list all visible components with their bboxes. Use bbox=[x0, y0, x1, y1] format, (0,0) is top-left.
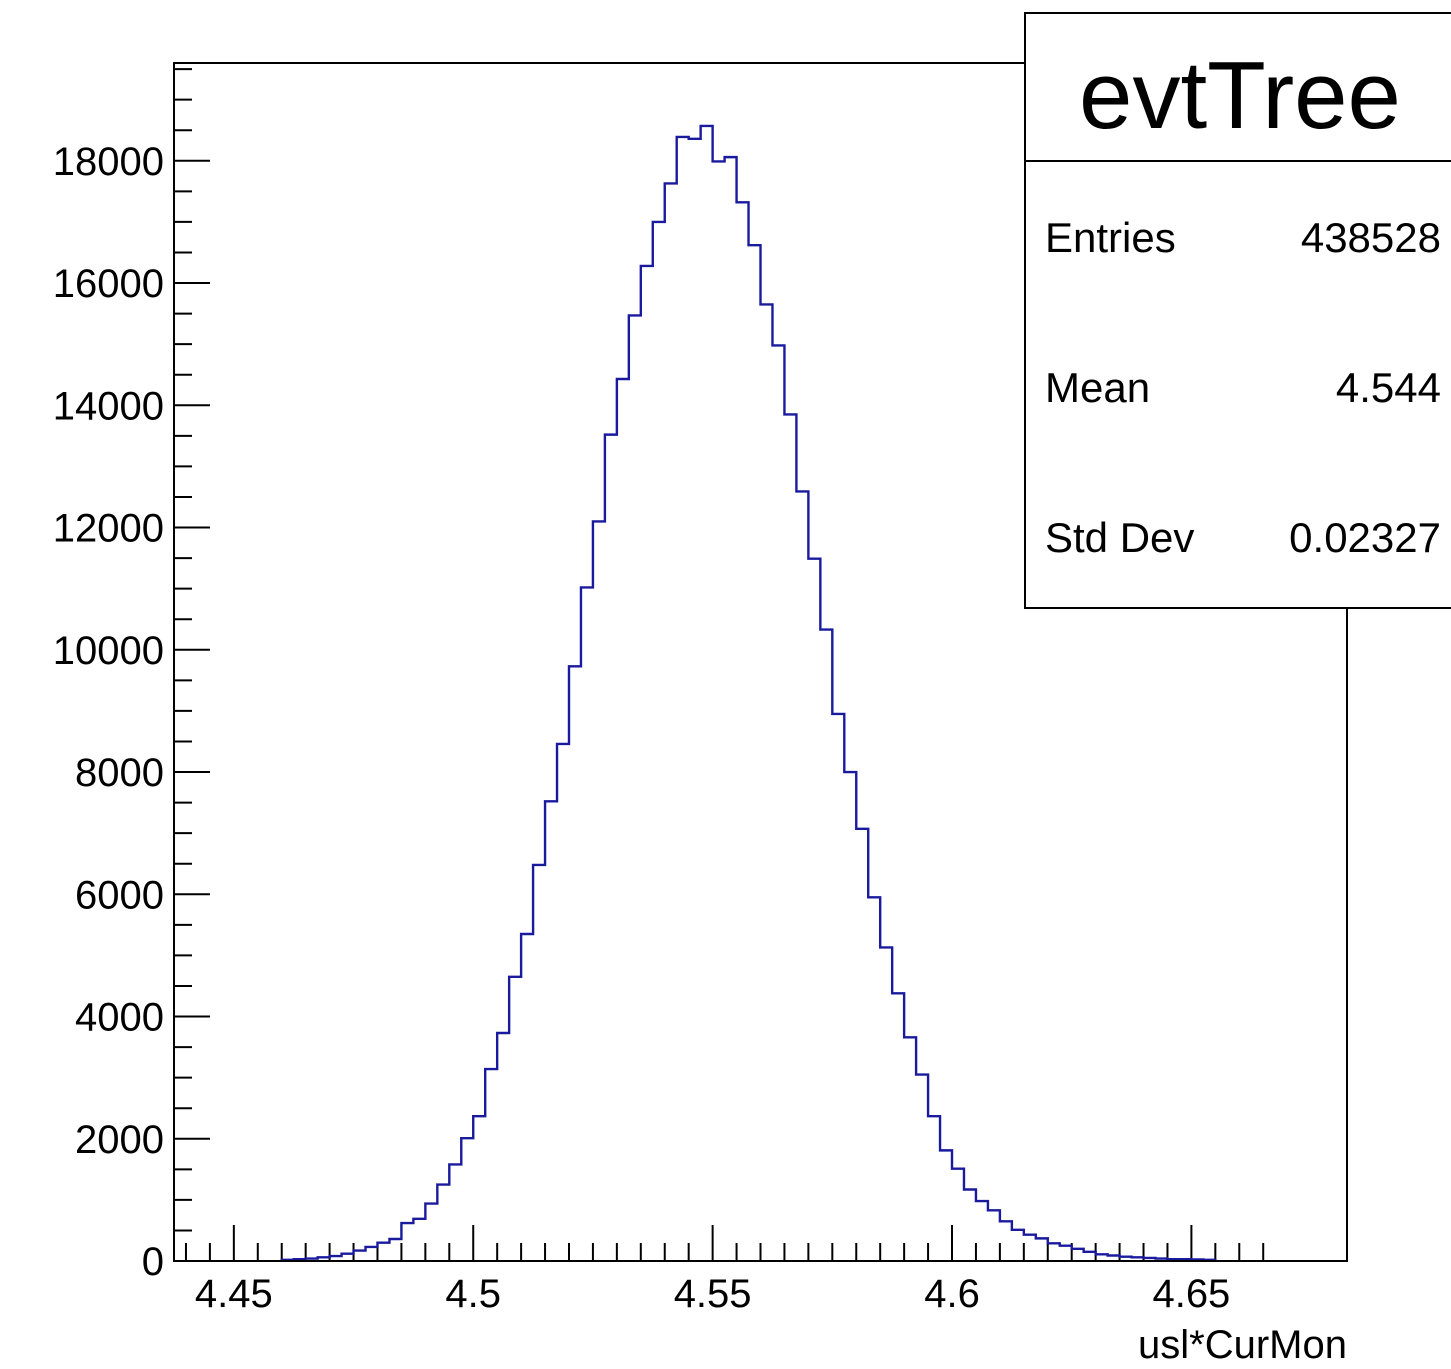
x-tick-label: 4.55 bbox=[674, 1272, 752, 1316]
y-tick-label: 12000 bbox=[53, 507, 164, 551]
x-tick-label: 4.6 bbox=[924, 1272, 980, 1316]
x-axis-tick-labels: 4.45 4.5 4.55 4.6 4.65 bbox=[195, 1272, 1230, 1316]
stats-entries-value: 438528 bbox=[1301, 214, 1441, 261]
y-tick-label: 16000 bbox=[53, 262, 164, 306]
plot-frame bbox=[173, 62, 1348, 1262]
stats-entries-label: Entries bbox=[1045, 214, 1176, 261]
stats-stddev-value: 0.02327 bbox=[1289, 514, 1441, 561]
x-tick-label: 4.45 bbox=[195, 1272, 273, 1316]
x-axis-ticks bbox=[184, 1225, 1265, 1261]
y-axis-tick-labels: 0 2000 4000 6000 8000 10000 12000 14000 16000 180… bbox=[53, 140, 164, 1284]
y-tick-label: 6000 bbox=[75, 873, 164, 917]
y-tick-label: 2000 bbox=[75, 1118, 164, 1162]
y-tick-label: 14000 bbox=[53, 384, 164, 428]
stats-box-title: evtTree bbox=[1079, 42, 1401, 149]
y-axis-ticks bbox=[174, 68, 210, 1262]
stats-mean-value: 4.544 bbox=[1336, 364, 1441, 411]
x-tick-label: 4.5 bbox=[445, 1272, 501, 1316]
x-tick-label: 4.65 bbox=[1152, 1272, 1230, 1316]
y-tick-label: 8000 bbox=[75, 751, 164, 795]
stats-stddev-label: Std Dev bbox=[1045, 514, 1194, 561]
stats-mean-label: Mean bbox=[1045, 364, 1150, 411]
stats-box: evtTree Entries 438528 Mean 4.544 Std De… bbox=[1024, 12, 1451, 609]
y-tick-label: 4000 bbox=[75, 996, 164, 1040]
histogram-series-line bbox=[280, 124, 1217, 1261]
x-axis-label: usl*CurMon bbox=[1138, 1323, 1347, 1367]
y-tick-label: 0 bbox=[142, 1240, 164, 1284]
y-tick-label: 18000 bbox=[53, 140, 164, 184]
y-tick-label: 10000 bbox=[53, 629, 164, 673]
